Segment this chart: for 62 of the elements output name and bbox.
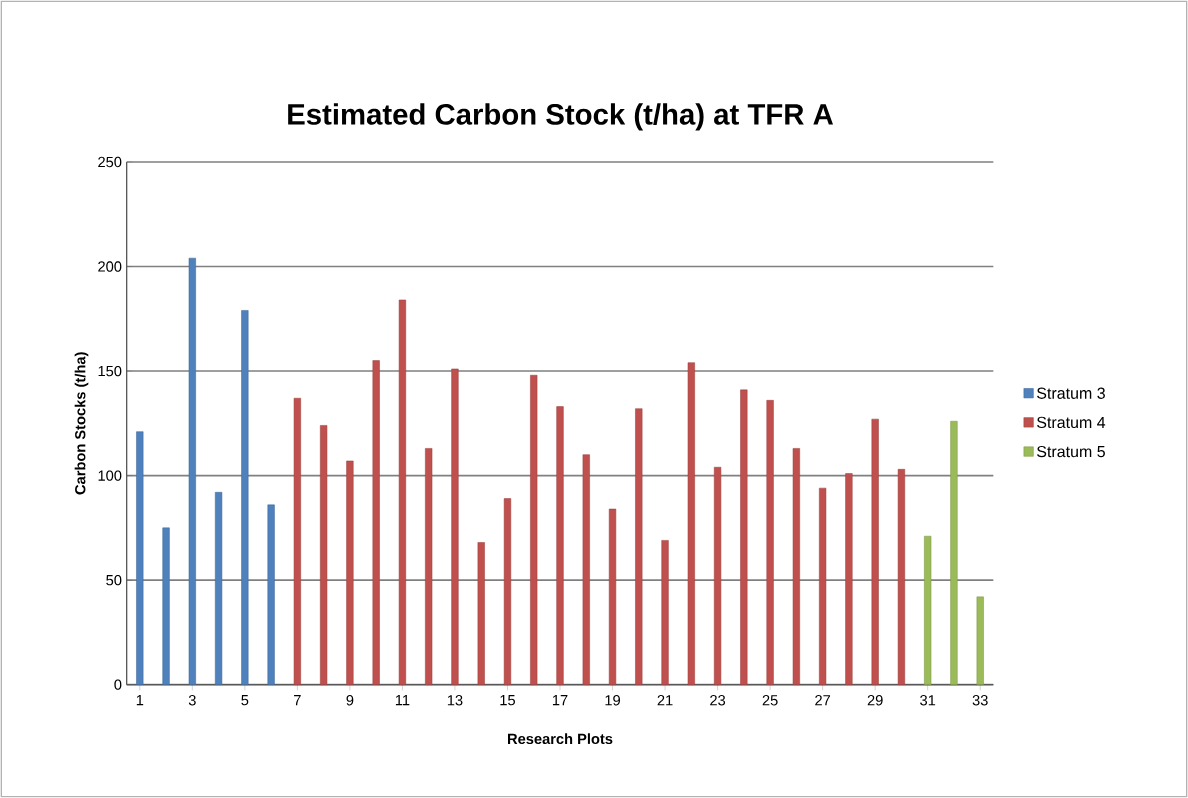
bar — [451, 368, 459, 685]
x-tick-label: 5 — [241, 695, 249, 706]
bar — [766, 400, 774, 685]
x-tick-label: 29 — [867, 695, 883, 706]
y-tick-label: 250 — [98, 156, 122, 168]
bar — [661, 540, 669, 685]
bar — [530, 374, 538, 685]
x-tick-label: 1 — [136, 695, 144, 706]
bar — [503, 498, 512, 685]
y-tick-label: 150 — [98, 365, 122, 377]
x-tick-label: 21 — [657, 695, 673, 706]
bar — [792, 448, 800, 685]
bar — [372, 360, 380, 685]
x-tick-label: 13 — [447, 695, 463, 706]
bar — [267, 504, 275, 685]
legend-label: Stratum 4 — [1037, 416, 1106, 429]
x-tick-label: 3 — [188, 695, 196, 706]
legend-label: Stratum 3 — [1037, 387, 1105, 399]
bar — [320, 425, 328, 685]
bar — [924, 535, 932, 685]
bar — [819, 487, 827, 685]
x-tick-label: 7 — [294, 695, 301, 706]
x-tick-label: 33 — [972, 695, 988, 706]
legend-label: Stratum 5 — [1037, 445, 1105, 458]
x-axis-title: Research Plots — [508, 733, 613, 745]
bar — [976, 596, 984, 685]
bar — [608, 508, 617, 685]
bar — [687, 362, 695, 685]
bar — [188, 257, 196, 685]
y-tick-label: 50 — [106, 574, 122, 586]
bar — [556, 406, 564, 685]
bar — [241, 310, 249, 685]
bar — [897, 469, 906, 685]
x-tick-label: 31 — [920, 695, 936, 706]
bar — [582, 454, 590, 685]
x-tick-label: 15 — [500, 695, 516, 706]
y-tick-label: 100 — [98, 470, 122, 481]
bar — [477, 542, 485, 685]
y-tick-label: 0 — [114, 679, 122, 690]
bar — [950, 420, 958, 685]
bar — [425, 448, 433, 685]
bar — [214, 492, 223, 685]
bar — [293, 397, 301, 685]
x-tick-label: 11 — [395, 695, 410, 706]
x-tick-label: 19 — [605, 695, 620, 706]
x-tick-label: 9 — [346, 695, 354, 706]
y-axis-title: Carbon Stocks (t/ha) — [74, 352, 89, 495]
chart-title: Estimated Carbon Stock (t/ha) at TFR A — [288, 103, 834, 131]
bar — [398, 299, 407, 685]
x-tick-label: 17 — [552, 695, 568, 706]
bar — [740, 389, 748, 685]
bar — [136, 431, 144, 685]
y-tick-label: 200 — [98, 261, 122, 272]
x-tick-label: 25 — [762, 695, 778, 706]
bar — [346, 460, 354, 685]
bar — [162, 527, 170, 685]
x-tick-label: 23 — [710, 695, 726, 706]
bar — [845, 473, 853, 685]
bar — [713, 466, 722, 685]
bar — [871, 418, 879, 685]
x-tick-label: 27 — [815, 695, 831, 706]
bar — [635, 408, 643, 685]
